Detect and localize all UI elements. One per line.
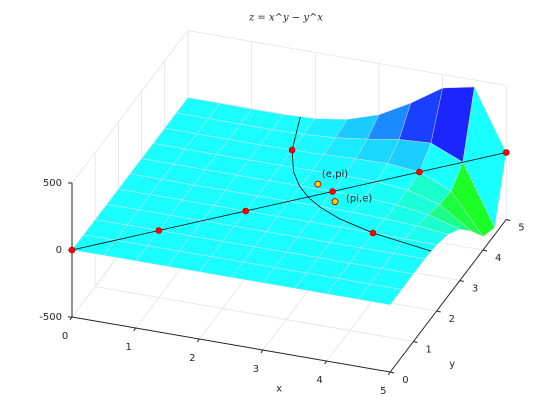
y-tick-label: 1 — [425, 345, 431, 356]
x-tick — [387, 371, 391, 376]
x-tick — [196, 338, 200, 343]
x-tick-label: 0 — [62, 331, 68, 342]
grid-line — [187, 30, 507, 86]
x-axis-label: x — [276, 384, 282, 395]
annotation-marker — [331, 198, 339, 206]
overlay: (e,pi) (pi,e) — [68, 116, 510, 254]
y-tick — [436, 310, 441, 313]
y-tick — [413, 341, 418, 343]
point-marker — [288, 146, 296, 154]
z-tick-label: 0 — [56, 245, 62, 256]
y-tick-label: 5 — [518, 223, 524, 234]
line-marker — [329, 188, 336, 195]
x-tick-label: 5 — [380, 386, 386, 397]
y-tick-label: 0 — [402, 375, 408, 386]
y-tick-label: 3 — [472, 284, 478, 295]
annotation-label: (e,pi) — [322, 169, 348, 180]
y-axis — [389, 219, 507, 373]
x-axis — [71, 316, 391, 373]
y-tick — [506, 219, 511, 221]
y-tick — [482, 249, 488, 252]
line-marker — [502, 149, 510, 156]
grid-line — [71, 30, 189, 184]
x-tick — [260, 349, 264, 354]
line-marker — [416, 168, 423, 176]
y-tick — [390, 371, 395, 374]
annotation-marker — [314, 180, 322, 188]
x-tick — [133, 327, 137, 332]
curve-line — [291, 116, 432, 252]
x-tick-label: 1 — [125, 342, 131, 353]
x-tick-label: 3 — [253, 364, 259, 375]
surface-cell — [357, 283, 403, 306]
chart-title: z = x^y − y^x — [248, 13, 323, 24]
y-axis-label: y — [449, 359, 455, 370]
y-tick-label: 2 — [449, 314, 455, 325]
annotation-label: (pi,e) — [346, 194, 372, 205]
point-marker — [369, 229, 377, 237]
z-tick-label: -500 — [39, 312, 62, 323]
y-tick — [459, 280, 464, 282]
curve-line — [71, 152, 507, 251]
z-tick-label: 500 — [43, 178, 62, 189]
x-tick-label: 4 — [316, 375, 322, 386]
x-tick — [324, 360, 328, 365]
surface — [71, 86, 507, 306]
line-marker — [68, 246, 76, 254]
line-marker — [155, 227, 163, 234]
line-marker — [242, 207, 249, 215]
y-tick-label: 4 — [495, 253, 501, 264]
x-tick-label: 2 — [189, 353, 195, 364]
grid-line — [95, 286, 414, 342]
